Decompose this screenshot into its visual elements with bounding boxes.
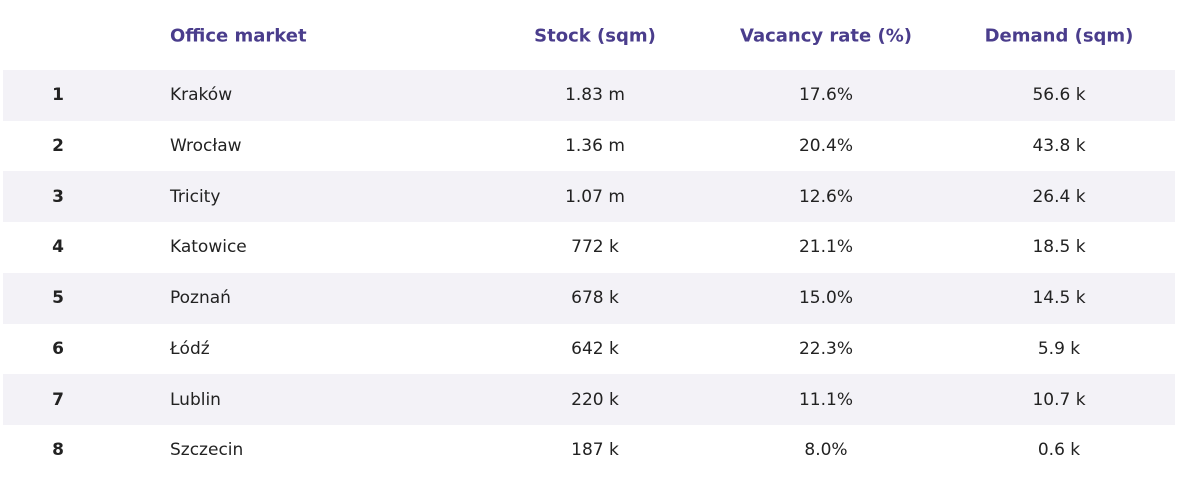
cell: 12.6% bbox=[798, 186, 854, 207]
cell: 8.0% bbox=[804, 440, 848, 461]
cell: 678 k bbox=[571, 288, 619, 309]
cell: Lublin bbox=[170, 389, 221, 410]
rank: 6 bbox=[52, 338, 64, 359]
cell: 18.5 k bbox=[1032, 237, 1086, 258]
cell: 1.07 m bbox=[565, 186, 625, 207]
cell: 17.6% bbox=[798, 85, 854, 106]
cell: 11.1% bbox=[798, 389, 854, 410]
cell: 1.36 m bbox=[565, 136, 625, 157]
cell: Kraków bbox=[170, 85, 233, 106]
cell: 20.4% bbox=[798, 136, 854, 157]
cell: Łódź bbox=[170, 338, 210, 359]
row-band bbox=[3, 171, 1175, 223]
cell: 5.9 k bbox=[1037, 338, 1081, 359]
rank: 8 bbox=[52, 440, 64, 461]
column-header: Demand (sqm) bbox=[984, 25, 1134, 47]
rank: 3 bbox=[52, 186, 64, 207]
row-band bbox=[3, 272, 1175, 324]
cell: Katowice bbox=[170, 237, 247, 258]
rank: 7 bbox=[52, 389, 64, 410]
cell: 1.83 m bbox=[565, 85, 625, 106]
cell: 642 k bbox=[571, 338, 619, 359]
row-band bbox=[3, 374, 1175, 426]
column-header: Stock (sqm) bbox=[534, 25, 656, 47]
cell: Tricity bbox=[170, 186, 221, 207]
column-header: Vacancy rate (%) bbox=[740, 25, 912, 47]
cell: 43.8 k bbox=[1032, 136, 1086, 157]
rank: 5 bbox=[52, 288, 64, 309]
rank: 1 bbox=[52, 85, 64, 106]
cell: 21.1% bbox=[798, 237, 854, 258]
row-band bbox=[3, 70, 1175, 121]
cell: 14.5 k bbox=[1032, 288, 1086, 309]
cell: 56.6 k bbox=[1032, 85, 1086, 106]
cell: 772 k bbox=[571, 237, 619, 258]
cell: 187 k bbox=[571, 440, 619, 461]
rank: 4 bbox=[52, 237, 64, 258]
cell: 220 k bbox=[571, 389, 619, 410]
cell: 10.7 k bbox=[1032, 389, 1086, 410]
cell: 26.4 k bbox=[1032, 186, 1086, 207]
column-header: Office market bbox=[170, 25, 307, 47]
rank: 2 bbox=[52, 136, 64, 157]
cell: Wrocław bbox=[170, 136, 242, 157]
cell: 22.3% bbox=[798, 338, 854, 359]
cell: 15.0% bbox=[798, 288, 854, 309]
cell: Szczecin bbox=[170, 440, 244, 461]
cell: Poznań bbox=[170, 288, 231, 309]
cell: 0.6 k bbox=[1037, 440, 1081, 461]
